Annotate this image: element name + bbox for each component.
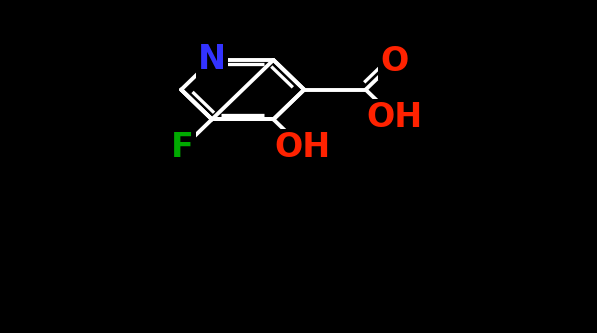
Text: OH: OH — [275, 131, 331, 164]
Text: OH: OH — [367, 101, 423, 134]
Text: O: O — [381, 45, 409, 78]
Text: F: F — [171, 131, 194, 164]
Text: N: N — [198, 43, 226, 77]
